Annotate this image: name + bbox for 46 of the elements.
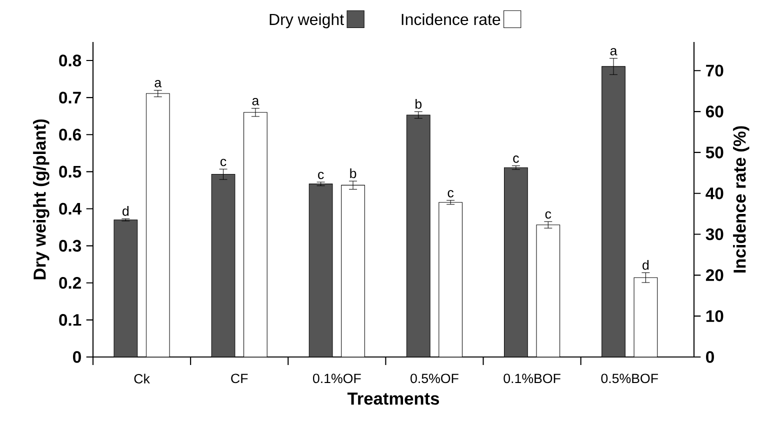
data-label: c — [513, 156, 519, 163]
data-label: c — [318, 172, 324, 180]
data-label: a — [252, 98, 260, 106]
y2-tick-label: 30 — [706, 228, 724, 240]
x-axis-title: Treatments — [347, 392, 440, 405]
y-tick-label: 0.1 — [59, 314, 82, 326]
x-tick-label: 0.5%BOF — [601, 374, 658, 384]
y2-tick-label: 60 — [706, 106, 724, 118]
x-tick-label: CF — [231, 374, 248, 384]
data-label: a — [154, 80, 162, 88]
legend-label: Dry weight — [270, 13, 344, 28]
y-tick-label: 0.5 — [59, 166, 82, 178]
data-label: b — [416, 98, 422, 109]
y-tick-label: 0.8 — [59, 54, 82, 66]
bar — [602, 66, 626, 357]
x-tick-label: 0.1%BOF — [504, 374, 560, 384]
legend-label: Incidence rate — [402, 13, 500, 26]
y2-tick-label: 40 — [706, 187, 724, 200]
x-tick-label: 0.5%OF — [410, 374, 458, 384]
bar — [406, 114, 430, 357]
bar — [308, 184, 333, 357]
y-tick-label: 0.3 — [59, 240, 82, 252]
data-label: a — [610, 48, 618, 56]
bar — [504, 167, 528, 357]
y-tick-label: 0.7 — [59, 92, 81, 104]
y2-tick-label: 0 — [706, 351, 714, 363]
data-label: c — [545, 211, 552, 219]
y2-tick-label: 20 — [706, 269, 724, 282]
y2-axis-title: Incidence rate (%) — [733, 126, 750, 273]
x-tick-label: Ck — [134, 374, 150, 384]
y2-tick-label: 10 — [706, 310, 724, 322]
data-label: d — [122, 206, 129, 216]
y2-tick-label: 50 — [706, 146, 724, 158]
data-label: c — [448, 190, 454, 198]
y2-tick-label: 70 — [706, 64, 724, 77]
data-label: c — [220, 158, 226, 166]
y-axis-title: Dry weight (g/plant) — [33, 119, 50, 280]
y-tick-label: 0 — [73, 351, 81, 363]
bar — [114, 220, 138, 357]
data-label: d — [642, 260, 649, 270]
bar — [211, 174, 236, 357]
x-tick-label: 0.1%OF — [312, 374, 361, 384]
y-tick-label: 0.6 — [59, 128, 82, 141]
y-tick-label: 0.2 — [59, 276, 81, 289]
y-tick-label: 0.4 — [59, 202, 82, 215]
data-label: b — [350, 168, 356, 178]
